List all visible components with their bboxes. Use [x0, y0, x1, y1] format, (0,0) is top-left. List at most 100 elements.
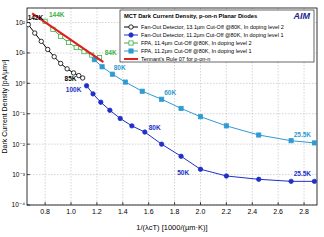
- tick-mark: [278, 202, 279, 205]
- data-point: [46, 47, 50, 51]
- tick-mark: [226, 202, 227, 205]
- chart: 0.81.01.21.41.61.82.02.22.42.62.810⁻⁴10⁻…: [0, 0, 324, 237]
- legend-line: [124, 58, 138, 60]
- grid-line: [96, 8, 97, 205]
- data-point: [84, 84, 88, 88]
- legend-marker: [129, 33, 133, 37]
- legend: MCT Dark Current Density, p-on-n Planar …: [120, 10, 314, 62]
- grid-line: [27, 113, 317, 114]
- data-point: [52, 55, 56, 59]
- data-point: [140, 89, 144, 93]
- tick-label: 1.8: [170, 208, 180, 215]
- data-point: [130, 124, 134, 128]
- tick-label: 10⁻⁴: [12, 201, 26, 208]
- data-point: [100, 65, 104, 69]
- data-point: [110, 72, 114, 76]
- data-point: [224, 124, 228, 128]
- data-point: [65, 67, 69, 71]
- tick-label: 2.0: [196, 208, 206, 215]
- tick-label: 2.4: [247, 208, 257, 215]
- data-point: [312, 141, 316, 145]
- data-point: [198, 115, 202, 119]
- annotation: 85K: [65, 75, 77, 82]
- data-point: [257, 177, 261, 181]
- data-point: [224, 174, 228, 178]
- annotation: 25.5K: [294, 131, 312, 138]
- plot-area: [27, 8, 317, 205]
- tick-mark: [27, 144, 30, 145]
- tick-mark: [148, 202, 149, 205]
- legend-label: Tennant's Rule 07 for p-on-n: [141, 56, 210, 62]
- data-point: [118, 116, 122, 120]
- y-axis-label: Dark Current Density [pA/µm²]: [1, 60, 9, 154]
- data-point: [198, 167, 202, 171]
- annotation: 100K: [66, 86, 82, 93]
- tick-label: 10⁻³: [12, 171, 26, 178]
- legend-marker: [129, 41, 133, 45]
- tick-label: 0.8: [40, 208, 50, 215]
- series-line: [32, 13, 103, 62]
- grid-line: [27, 144, 317, 145]
- data-point: [108, 108, 112, 112]
- series-line: [94, 60, 314, 143]
- tick-label: 10⁰: [15, 80, 25, 87]
- annotation: 80K: [114, 64, 126, 71]
- tick-label: 10⁻¹: [12, 110, 26, 117]
- annotation: 142K: [28, 14, 44, 21]
- tick-label: 2.2: [222, 208, 232, 215]
- tick-label: 2.6: [273, 208, 283, 215]
- tick-mark: [252, 202, 253, 205]
- data-point: [123, 80, 127, 84]
- grid-line: [27, 83, 317, 84]
- data-point: [159, 142, 163, 146]
- tick-mark: [27, 83, 30, 84]
- plot-frame: [27, 8, 317, 205]
- data-point: [80, 76, 84, 80]
- grid-line: [27, 174, 317, 175]
- data-point: [312, 179, 316, 183]
- data-point: [289, 179, 293, 183]
- annotation: 84K: [105, 49, 117, 56]
- legend-label: FPA, 11.4µm Cut-Off @80K, In doping leve…: [141, 40, 252, 46]
- tick-label: 10⁻²: [12, 141, 26, 148]
- legend-box: [120, 10, 314, 62]
- data-point: [179, 106, 183, 110]
- legend-marker: [129, 25, 133, 29]
- annotation: 25.5K: [294, 170, 312, 177]
- series-line: [28, 25, 82, 78]
- tick-label: 1.0: [66, 208, 76, 215]
- chart-title: MCT Dark Current Density, p-on-n Planar …: [124, 13, 257, 19]
- legend-label: FPA, 11.2µm Cut-Off @80K, In doping leve…: [141, 48, 252, 54]
- data-point: [143, 130, 147, 134]
- tick-label: 1.4: [118, 208, 128, 215]
- tick-mark: [96, 202, 97, 205]
- data-point: [160, 97, 164, 101]
- legend-label: Fan-Out Detector, 11.2µm Cut-Off @80K, I…: [141, 32, 283, 38]
- tick-mark: [200, 202, 201, 205]
- data-point: [179, 154, 183, 158]
- tick-mark: [122, 202, 123, 205]
- tick-mark: [45, 202, 46, 205]
- grid-line: [71, 8, 72, 205]
- tick-mark: [27, 113, 30, 114]
- tick-label: 10²: [16, 19, 26, 26]
- logo: AIM: [293, 11, 311, 21]
- series-line: [87, 86, 315, 182]
- tick-mark: [174, 202, 175, 205]
- tick-mark: [27, 174, 30, 175]
- data-point: [257, 133, 261, 137]
- data-point: [27, 22, 30, 26]
- legend-marker: [129, 49, 133, 53]
- data-point: [74, 45, 78, 49]
- tick-mark: [27, 52, 30, 53]
- annotation: 80K: [149, 124, 161, 131]
- x-axis-label: 1/(λcT) [1000/(µm·K)]: [136, 223, 207, 232]
- grid-line: [45, 8, 46, 205]
- data-point: [91, 92, 95, 96]
- tick-label: 1.2: [92, 208, 102, 215]
- legend-label: Fan-Out Detector, 13.1µm Cut-Off @80K, I…: [141, 24, 284, 30]
- tick-mark: [71, 202, 72, 205]
- tick-label: 10¹: [16, 49, 26, 56]
- data-point: [289, 139, 293, 143]
- annotation: 50K: [177, 169, 189, 176]
